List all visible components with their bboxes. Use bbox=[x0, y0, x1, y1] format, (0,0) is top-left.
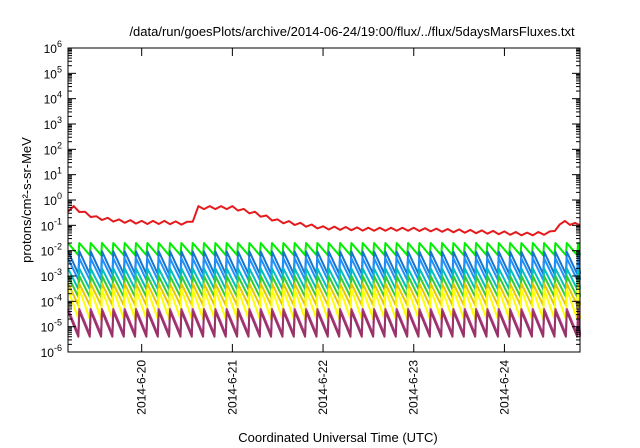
y-tick-label: 10-4 bbox=[41, 292, 62, 309]
y-tick-base: 10 bbox=[41, 321, 55, 335]
y-tick-base: 10 bbox=[44, 93, 58, 107]
y-tick-label: 105 bbox=[44, 64, 62, 81]
y-tick-exponent: 6 bbox=[57, 39, 62, 49]
y-tick-label: 10-1 bbox=[41, 216, 62, 233]
y-tick-base: 10 bbox=[41, 270, 55, 284]
y-tick-label: 10-5 bbox=[41, 318, 62, 335]
y-tick-base: 10 bbox=[41, 295, 55, 309]
y-tick-base: 10 bbox=[44, 169, 58, 183]
y-tick-base: 10 bbox=[41, 346, 55, 360]
x-tick-label: 2014-6-23 bbox=[407, 360, 421, 415]
y-tick-base: 10 bbox=[44, 143, 58, 157]
y-tick-exponent: -6 bbox=[54, 343, 62, 353]
y-tick-exponent: 0 bbox=[57, 191, 62, 201]
flux-series-line-1 bbox=[67, 205, 581, 237]
y-tick-base: 10 bbox=[44, 67, 58, 81]
y-tick-exponent: -2 bbox=[54, 242, 62, 252]
y-tick-exponent: -5 bbox=[54, 318, 62, 328]
y-tick-label: 10-6 bbox=[41, 343, 62, 360]
y-tick-base: 10 bbox=[44, 118, 58, 132]
y-tick-label: 106 bbox=[44, 39, 62, 56]
y-tick-base: 10 bbox=[41, 219, 55, 233]
y-tick-exponent: 4 bbox=[57, 90, 62, 100]
y-tick-exponent: -1 bbox=[54, 216, 62, 226]
flux-series-line-10 bbox=[67, 310, 581, 338]
x-tick-label: 2014-6-22 bbox=[316, 360, 330, 415]
series-layer bbox=[67, 205, 581, 338]
y-axis-label: protons/cm²-s-sr-MeV bbox=[19, 137, 34, 263]
y-tick-exponent: 1 bbox=[57, 166, 62, 176]
y-tick-label: 10-2 bbox=[41, 242, 62, 259]
y-tick-label: 10-3 bbox=[41, 267, 62, 284]
x-tick-label: 2014-6-21 bbox=[225, 360, 239, 415]
y-tick-label: 103 bbox=[44, 115, 62, 132]
y-tick-label: 102 bbox=[44, 140, 62, 157]
y-tick-base: 10 bbox=[44, 194, 58, 208]
y-tick-exponent: -3 bbox=[54, 267, 62, 277]
x-tick-label: 2014-6-24 bbox=[497, 360, 511, 415]
y-tick-label: 100 bbox=[44, 191, 62, 208]
y-tick-exponent: 3 bbox=[57, 115, 62, 125]
x-tick-label: 2014-6-20 bbox=[135, 360, 149, 415]
y-tick-exponent: 5 bbox=[57, 64, 62, 74]
y-axis: 10610510410310210110010-110-210-310-410-… bbox=[41, 39, 580, 360]
x-axis: 2014-6-20 2014-6-21 2014-6-22 2014-6-23 2014… bbox=[135, 48, 511, 415]
x-axis-label: Coordinated Universal Time (UTC) bbox=[238, 430, 437, 445]
y-tick-base: 10 bbox=[41, 245, 55, 259]
y-tick-exponent: 2 bbox=[57, 140, 62, 150]
chart-title: /data/run/goesPlots/archive/2014-06-24/1… bbox=[129, 24, 575, 39]
y-tick-label: 104 bbox=[44, 90, 62, 107]
y-tick-label: 101 bbox=[44, 166, 62, 183]
flux-series-line-2 bbox=[67, 242, 581, 257]
y-tick-exponent: -4 bbox=[54, 292, 62, 302]
y-tick-base: 10 bbox=[44, 42, 58, 56]
